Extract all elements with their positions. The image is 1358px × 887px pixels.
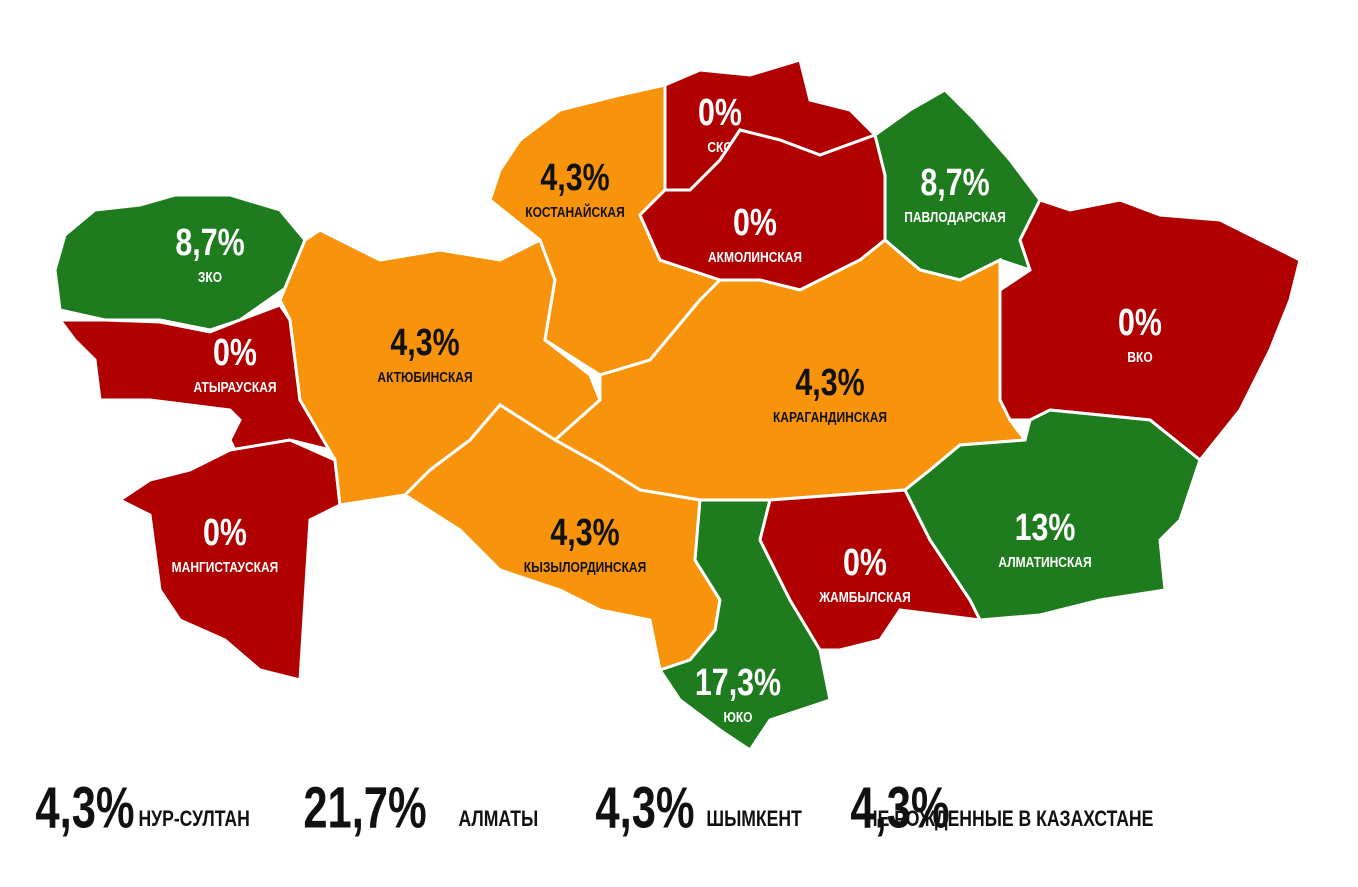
region-value: 17,3% — [695, 662, 781, 704]
region-value: 0% — [733, 202, 777, 244]
city-value: 4,3% — [35, 775, 134, 839]
region-name: ЮКО — [723, 709, 752, 726]
region-name: КАРАГАНДИНСКАЯ — [773, 409, 887, 426]
region-value: 4,3% — [550, 512, 619, 554]
region-name: АЛМАТИНСКАЯ — [998, 554, 1091, 571]
region-value: 0% — [843, 542, 887, 584]
city-name: НЕ РОЖДЕННЫЕ В КАЗАХСТАНЕ — [865, 807, 1153, 831]
region-value: 13% — [1015, 507, 1076, 549]
region-value: 8,7% — [175, 222, 244, 264]
city-name: НУР-СУЛТАН — [138, 807, 249, 831]
city-value: 4,3% — [850, 775, 949, 839]
region-name: ЖАМБЫЛСКАЯ — [818, 589, 910, 606]
city-name: ШЫМКЕНТ — [706, 807, 801, 831]
region-name: КОСТАНАЙСКАЯ — [525, 204, 624, 221]
region-value: 4,3% — [390, 322, 459, 364]
region-name: ВКО — [1127, 349, 1152, 366]
region-value: 4,3% — [795, 362, 864, 404]
city-name: АЛМАТЫ — [458, 807, 538, 831]
region-name: ПАВЛОДАРСКАЯ — [904, 209, 1005, 226]
region-name: АКМОЛИНСКАЯ — [708, 249, 802, 266]
city-value: 4,3% — [595, 775, 694, 839]
region — [903, 408, 1202, 622]
region-value: 0% — [698, 92, 742, 134]
region-name: ЗКО — [198, 269, 222, 286]
region-name: КЫЗЫЛОРДИНСКАЯ — [524, 559, 646, 576]
region-name: МАНГИСТАУСКАЯ — [172, 559, 279, 576]
region-name: АКТЮБИНСКАЯ — [377, 369, 472, 386]
region-value: 0% — [213, 332, 257, 374]
region-value: 8,7% — [920, 162, 989, 204]
region-value: 0% — [203, 512, 247, 554]
city-value: 21,7% — [303, 775, 426, 839]
region-value: 4,3% — [540, 157, 609, 199]
region-value: 0% — [1118, 302, 1162, 344]
region-name: АТЫРАУСКАЯ — [193, 379, 276, 396]
